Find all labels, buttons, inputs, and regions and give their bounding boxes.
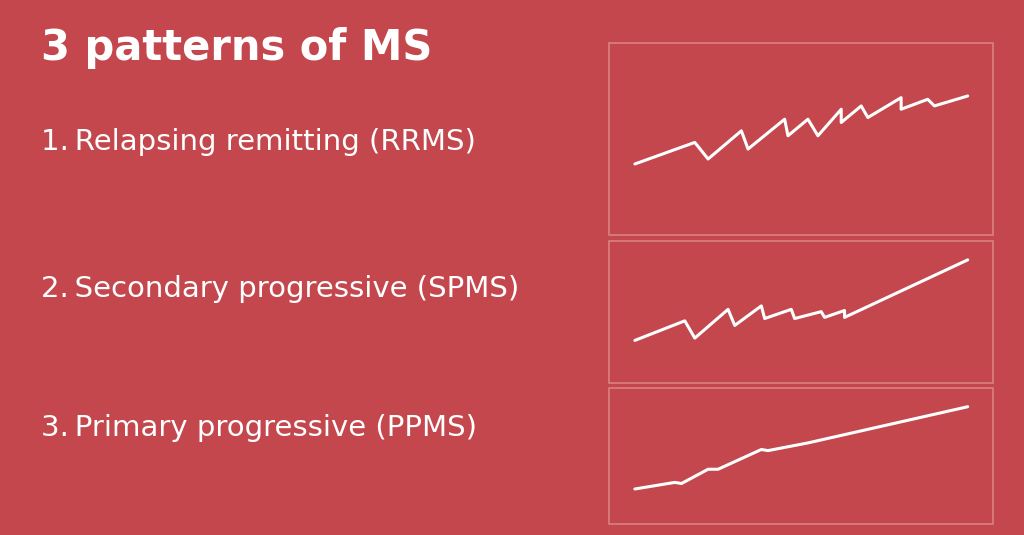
Text: 2. Secondary progressive (SPMS): 2. Secondary progressive (SPMS) [41,275,519,303]
Text: 3 patterns of MS: 3 patterns of MS [41,27,432,69]
Bar [609,241,993,383]
Text: 1. Relapsing remitting (RRMS): 1. Relapsing remitting (RRMS) [41,128,476,156]
Bar [609,43,993,235]
Text: 3. Primary progressive (PPMS): 3. Primary progressive (PPMS) [41,414,477,442]
Bar [609,388,993,524]
